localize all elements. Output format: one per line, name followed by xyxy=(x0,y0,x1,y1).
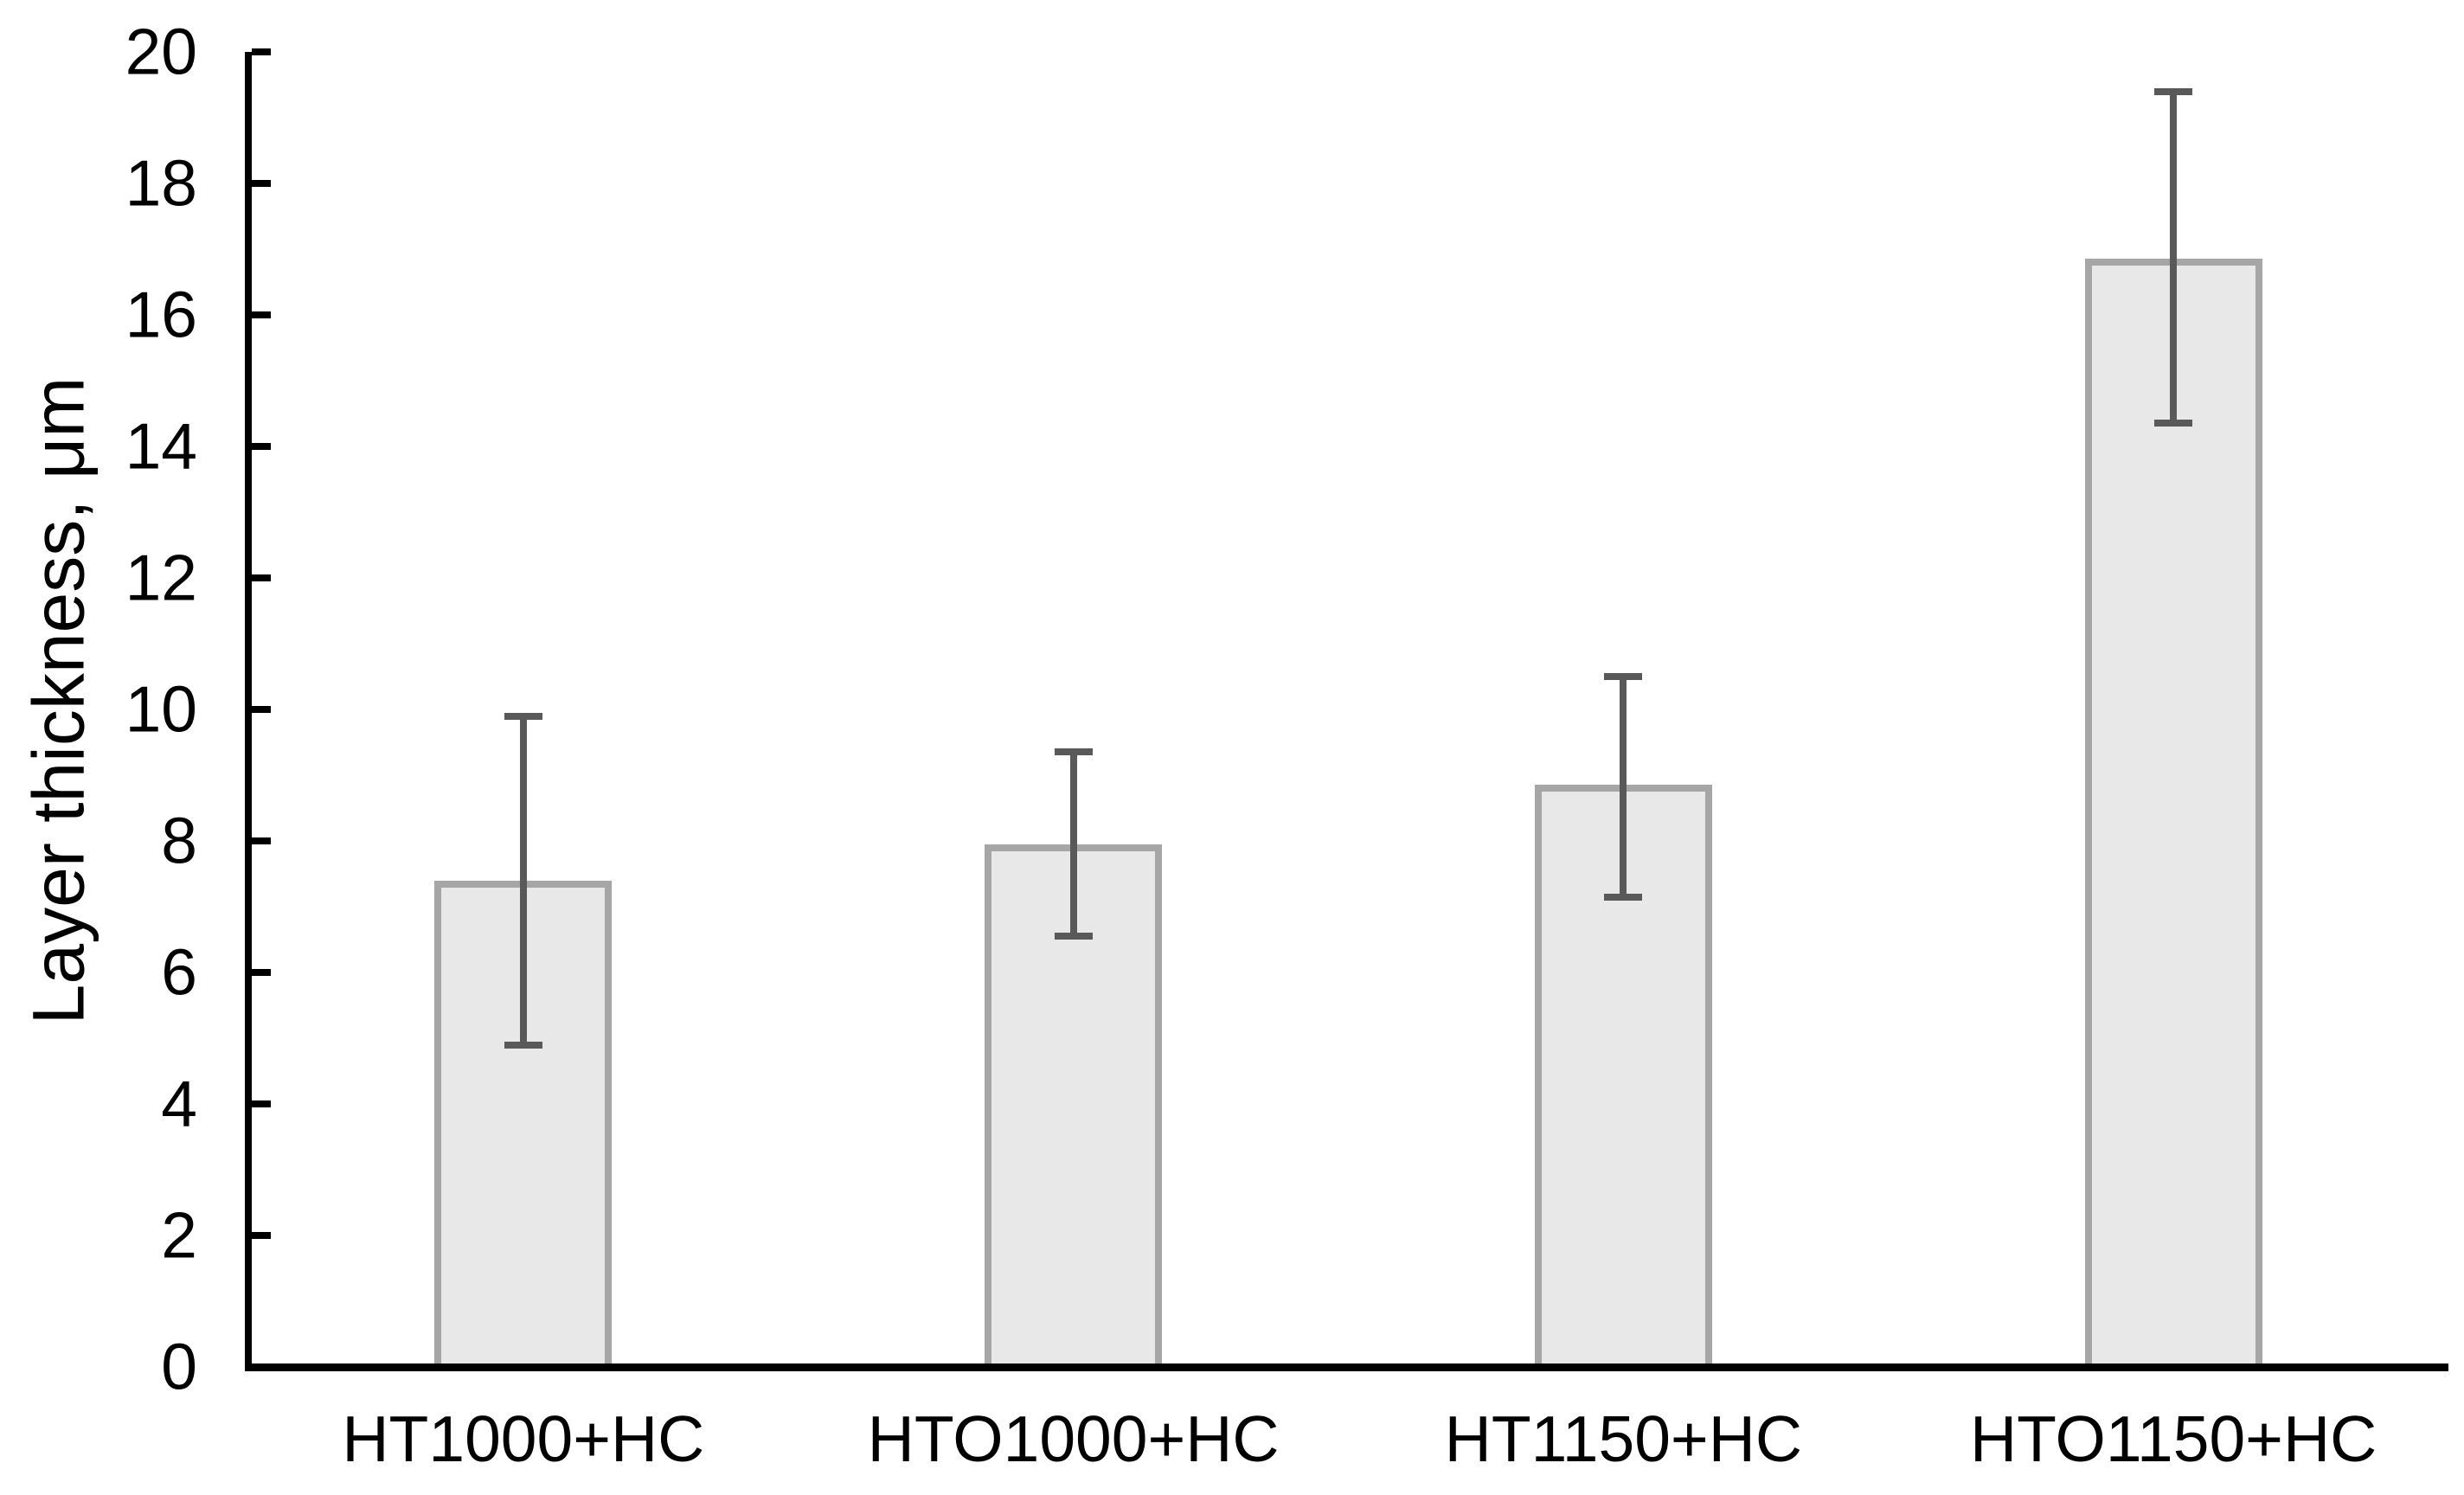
x-category-label: HTO1150+HC xyxy=(1969,1402,2377,1475)
y-tick xyxy=(252,48,271,55)
error-bar-line xyxy=(1620,677,1627,897)
y-tick-label: 2 xyxy=(161,1198,197,1272)
y-tick-label: 18 xyxy=(125,146,197,220)
y-tick-label: 16 xyxy=(125,278,197,351)
y-tick xyxy=(252,311,271,318)
x-category-label: HT1150+HC xyxy=(1444,1402,1803,1475)
y-tick-label: 20 xyxy=(125,15,197,88)
error-bar-line xyxy=(1069,752,1077,937)
y-tick-label: 6 xyxy=(161,935,197,1009)
error-bar-cap-top xyxy=(1604,673,1643,680)
error-bar-line xyxy=(519,715,527,1045)
error-bar-cap-bottom xyxy=(504,1041,542,1049)
y-axis-title: Layer thickness, μm xyxy=(17,376,99,1025)
y-tick-label: 12 xyxy=(125,541,197,614)
y-tick-label: 14 xyxy=(125,409,197,483)
y-tick xyxy=(252,969,271,976)
y-axis-line xyxy=(245,52,252,1371)
y-tick xyxy=(252,706,271,713)
error-bar-cap-top xyxy=(504,712,542,720)
error-bar-cap-top xyxy=(1054,748,1093,756)
y-tick xyxy=(252,1100,271,1107)
x-axis-line xyxy=(245,1363,2448,1371)
y-tick xyxy=(252,837,271,844)
y-tick xyxy=(252,443,271,450)
error-bar-cap-top xyxy=(2154,87,2193,95)
y-tick-label: 4 xyxy=(161,1067,197,1140)
y-tick-label: 8 xyxy=(161,804,197,877)
y-tick xyxy=(252,180,271,187)
y-tick xyxy=(252,574,271,581)
y-tick xyxy=(252,1232,271,1239)
error-bar-cap-bottom xyxy=(1054,933,1093,940)
x-category-label: HT1000+HC xyxy=(342,1402,705,1475)
y-tick-label: 0 xyxy=(161,1330,197,1403)
error-bar-line xyxy=(2170,91,2178,424)
x-category-label: HTO1000+HC xyxy=(867,1402,1280,1475)
error-bar-cap-bottom xyxy=(1604,893,1643,901)
error-bar-cap-bottom xyxy=(2154,420,2193,427)
bar xyxy=(2084,259,2262,1370)
y-tick-label: 10 xyxy=(125,672,197,746)
